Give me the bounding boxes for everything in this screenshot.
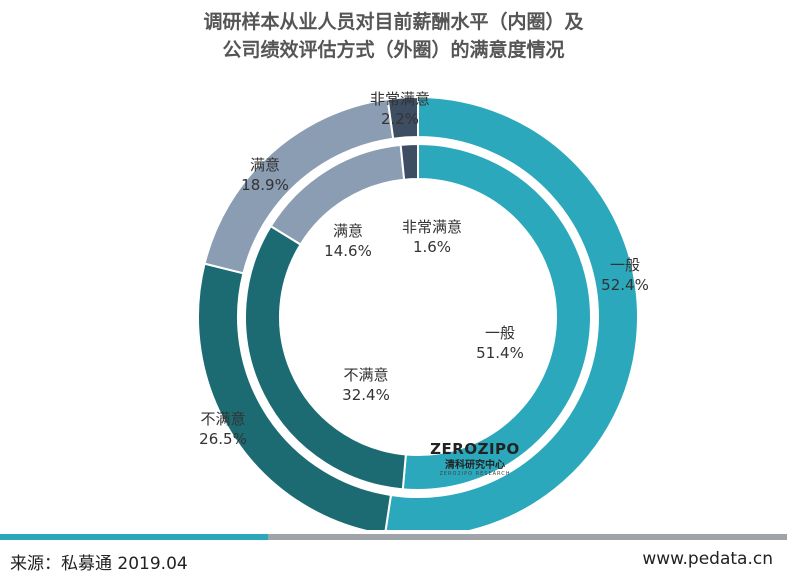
inner-ring-slice-3 (399, 142, 419, 181)
chart-title-line-2: 公司绩效评估方式（外圈）的满意度情况 (222, 39, 565, 61)
inner-ring-slice-0 (401, 142, 592, 491)
outer-ring-label-name-2: 满意 (250, 156, 280, 174)
outer-ring-label-name-3: 非常满意 (370, 90, 430, 108)
footer-gray-bar (268, 534, 787, 540)
inner-ring-label-value-1: 32.4% (342, 386, 390, 404)
chart-title: 调研样本从业人员对目前薪酬水平（内圈）及 公司绩效评估方式（外圈）的满意度情况 (0, 8, 787, 64)
outer-ring-label-value-2: 18.9% (241, 176, 289, 194)
inner-ring-label-value-2: 14.6% (324, 242, 372, 260)
outer-ring-label-value-0: 52.4% (601, 276, 649, 294)
outer-ring-slice-3 (386, 95, 419, 140)
zero2ipo-logo: ZEROZIPO 清科研究中心 ZERO2IPO RESEARCH (425, 440, 525, 477)
inner-ring-label-3: 非常满意 1.6% (402, 218, 462, 256)
outer-ring-label-value-3: 2.2% (381, 110, 419, 128)
outer-ring-label-3: 非常满意 2.2% (370, 90, 430, 128)
inner-ring-label-value-3: 1.6% (413, 238, 451, 256)
footer-accent-bar (0, 534, 268, 540)
inner-ring-label-2: 满意 14.6% (324, 222, 372, 260)
outer-ring-slice-0 (384, 95, 639, 530)
outer-ring-label-1: 不满意 26.5% (199, 410, 247, 448)
footer-website: www.pedata.cn (642, 549, 773, 569)
outer-ring-label-value-1: 26.5% (199, 430, 247, 448)
logo-cn-text: 清科研究中心 (445, 460, 505, 471)
outer-ring-label-2: 满意 18.9% (241, 156, 289, 194)
inner-ring-label-0: 一般 51.4% (476, 324, 524, 362)
inner-ring-label-name-2: 满意 (333, 222, 363, 240)
donut-chart: 一般 51.4% 不满意 32.4% 满意 14.6% 非常满意 1.6% 一般 52.4% 不满意… (197, 90, 649, 530)
inner-ring-label-name-3: 非常满意 (402, 218, 462, 236)
inner-ring-label-1: 不满意 32.4% (342, 366, 390, 404)
logo-text: ZEROZIPO (430, 440, 520, 458)
inner-ring-label-value-0: 51.4% (476, 344, 524, 362)
logo-sub-text: ZERO2IPO RESEARCH (439, 471, 511, 477)
outer-ring-label-name-0: 一般 (610, 256, 640, 274)
outer-ring-label-0: 一般 52.4% (601, 256, 649, 294)
inner-ring-label-name-0: 一般 (485, 324, 515, 342)
chart-title-line-1: 调研样本从业人员对目前薪酬水平（内圈）及 (203, 11, 584, 33)
inner-ring-label-name-1: 不满意 (343, 366, 388, 384)
footer-source: 来源：私募通 2019.04 (10, 554, 188, 574)
outer-ring-label-name-1: 不满意 (200, 410, 245, 428)
